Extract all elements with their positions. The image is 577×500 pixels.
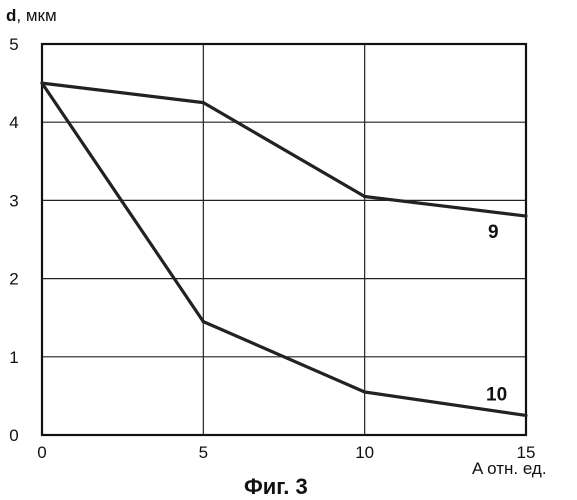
x-tick-label: 10: [355, 443, 374, 462]
y-axis-label-symbol: d: [6, 6, 16, 25]
x-axis-label: A отн. ед.: [472, 459, 547, 478]
series-label: 10: [486, 384, 507, 405]
x-tick-label: 5: [199, 443, 208, 462]
grid-lines: [42, 44, 526, 435]
series-line-10: [42, 83, 526, 415]
y-axis-label-unit: , мкм: [16, 6, 56, 25]
y-tick-label: 1: [9, 348, 18, 367]
data-point: [202, 101, 205, 104]
y-tick-label: 2: [9, 270, 18, 289]
data-point: [524, 214, 527, 217]
tick-labels: 012345051015: [9, 35, 535, 462]
plot-frame: [42, 44, 526, 435]
y-tick-label: 0: [9, 426, 18, 445]
series-line-9: [42, 83, 526, 216]
data-point: [363, 195, 366, 198]
data-point: [363, 390, 366, 393]
data-point: [524, 414, 527, 417]
x-tick-label: 0: [37, 443, 46, 462]
data-point: [202, 320, 205, 323]
y-tick-label: 5: [9, 35, 18, 54]
data-point: [40, 82, 43, 85]
series-label: 9: [488, 222, 499, 243]
y-tick-label: 4: [9, 113, 18, 132]
figure-caption: Фиг. 3: [244, 474, 308, 499]
y-axis-label: d, мкм: [6, 6, 57, 25]
series-lines: 9 10: [40, 82, 527, 418]
y-tick-label: 3: [9, 191, 18, 210]
